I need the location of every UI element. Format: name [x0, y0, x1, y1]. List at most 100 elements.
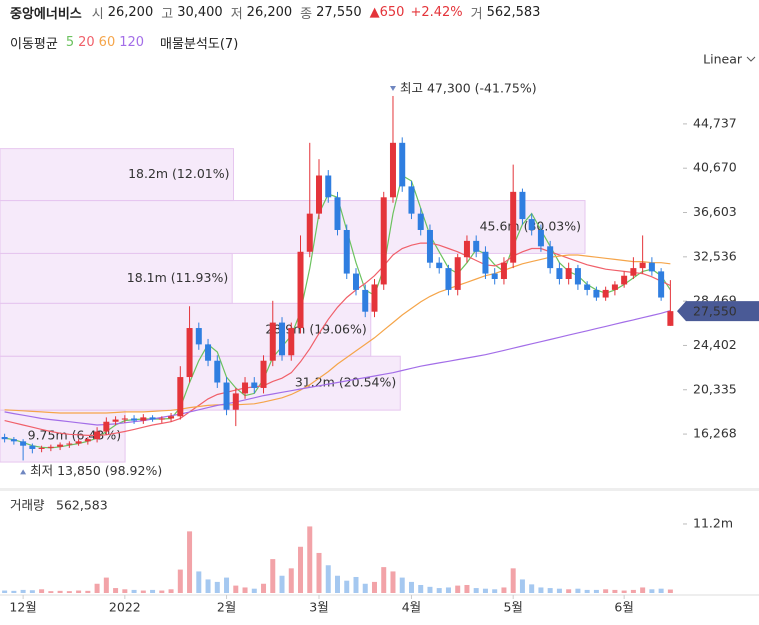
volume-bar: [612, 589, 618, 593]
candle-body: [47, 446, 54, 448]
volume-bar: [538, 587, 544, 593]
ma-legend: 20: [78, 34, 95, 50]
candle-body: [621, 275, 628, 285]
volume-bar: [224, 577, 230, 593]
candle-body: [658, 271, 665, 298]
current-price-badge: [677, 301, 759, 322]
profile-label: 매물분석도(7): [160, 36, 239, 52]
y-tick-label: 24,402: [693, 337, 737, 352]
x-tick-label: 2월: [217, 600, 236, 615]
candle-body: [195, 328, 202, 345]
panel-separator: [0, 488, 759, 491]
candle-body: [10, 439, 17, 442]
candle-body: [343, 229, 350, 274]
candle-body: [602, 289, 609, 298]
candle-body: [84, 439, 91, 442]
candle-body: [519, 191, 526, 220]
candle-body: [630, 268, 637, 276]
candle-body: [149, 417, 156, 420]
candle-body: [417, 213, 424, 230]
volume-bar: [436, 588, 442, 593]
volume-bar: [353, 576, 359, 593]
volume-bar: [85, 590, 91, 593]
quote-value: 26,200: [246, 4, 293, 20]
volume-bar: [76, 590, 82, 593]
volume-bar: [177, 569, 183, 593]
y-tick-label: 44,737: [693, 115, 737, 130]
volume-bar: [621, 590, 627, 593]
candle-body: [362, 289, 369, 312]
volume-bar: [510, 568, 516, 593]
volume-bar: [445, 587, 451, 593]
volume-bar: [57, 590, 63, 593]
volume-bar: [408, 581, 414, 593]
candle-body: [112, 419, 119, 422]
volume-bar: [270, 559, 276, 593]
volume-bar: [298, 546, 304, 593]
candle-body: [168, 416, 175, 419]
stock-name: 중앙에너비스: [10, 6, 82, 22]
volume-bar: [150, 589, 156, 593]
y-tick-label: 20,335: [693, 381, 737, 396]
quote-value: 30,400: [177, 4, 223, 20]
candle-body: [297, 251, 304, 329]
candle-body: [510, 191, 517, 263]
volume-bar: [399, 577, 405, 593]
candle-body: [426, 229, 433, 263]
candle-body: [436, 262, 443, 269]
volume-bar: [519, 579, 525, 593]
candle-body: [121, 418, 128, 420]
volume-bar: [418, 584, 424, 593]
volume-bar: [279, 575, 285, 593]
candle-body: [269, 322, 276, 361]
candle-body: [177, 377, 184, 417]
candle-body: [66, 443, 73, 445]
volume-bar: [492, 589, 498, 593]
candle-body: [20, 441, 27, 446]
candle-body: [593, 289, 600, 298]
volume-bar: [640, 587, 646, 593]
volume-tick-label: 11.2m: [693, 515, 733, 530]
ma-legend: 60: [98, 34, 116, 50]
volume-title: 거래량: [10, 498, 45, 513]
moving-average-line: [4, 242, 671, 436]
volume-bar: [427, 586, 433, 593]
volume-bar: [658, 588, 664, 593]
x-tick-label: 3월: [309, 600, 328, 615]
volume-bar: [529, 584, 535, 593]
volume-profile-band: [0, 148, 234, 202]
x-tick-label: 2022: [109, 600, 141, 615]
x-tick-label: 4월: [402, 600, 421, 615]
y-tick-label: 36,603: [693, 204, 737, 219]
volume-bar: [103, 577, 109, 593]
volume-bar: [455, 585, 461, 593]
candle-body: [29, 445, 36, 449]
volume-bar: [584, 589, 590, 593]
volume-bar: [131, 589, 137, 593]
volume-bar: [233, 585, 239, 593]
candle-body: [242, 382, 249, 394]
volume-bar: [649, 589, 655, 593]
volume-bar: [667, 589, 673, 593]
volume-bar: [187, 531, 193, 593]
candle-body: [158, 418, 165, 420]
volume-bar: [214, 581, 220, 593]
candle-body: [38, 447, 45, 449]
low-marker: [20, 469, 27, 475]
volume-bar: [20, 589, 26, 593]
candle-body: [565, 268, 572, 280]
quote-label: 시: [91, 6, 104, 22]
volume-bar: [556, 588, 562, 593]
volume-bar: [593, 589, 599, 593]
volume-bar: [113, 588, 119, 593]
quote-label: 저: [230, 6, 243, 22]
moving-average-line: [4, 254, 671, 414]
volume-profile-band: [0, 302, 372, 357]
x-tick-label: 12월: [9, 600, 36, 615]
volume-bar: [251, 588, 257, 593]
volume-bar: [48, 591, 54, 593]
candle-body: [528, 219, 535, 230]
candle-body: [131, 418, 138, 421]
